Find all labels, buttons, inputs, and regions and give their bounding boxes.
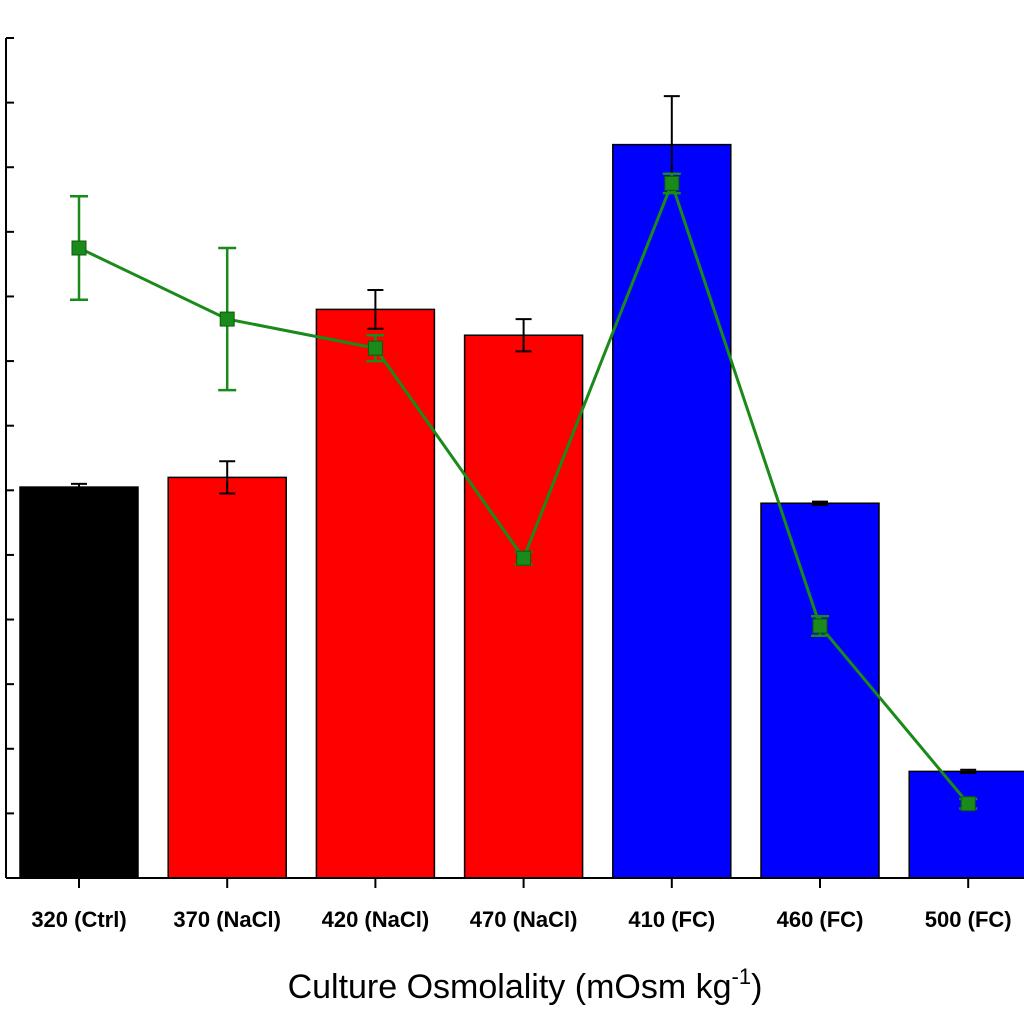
bar — [315, 308, 436, 879]
line-marker — [664, 175, 680, 191]
line-layer — [70, 172, 978, 812]
bar — [463, 334, 584, 879]
axes-layer — [5, 37, 1024, 888]
x-tick-label: 410 (FC) — [628, 907, 715, 932]
x-tick-label: 500 (FC) — [925, 907, 1012, 932]
x-axis-title: Culture Osmolality (mOsm kg-1) — [288, 964, 763, 1006]
bar — [612, 143, 732, 879]
line-marker — [516, 550, 532, 566]
labels-layer: 320 (Ctrl) 370 (NaCl) 420 (NaCl) 470 (NaCl)… — [31, 907, 1011, 932]
bar — [908, 770, 1024, 879]
x-axis-title-superscript: -1 — [732, 964, 752, 989]
x-tick-label: 320 (Ctrl) — [31, 907, 126, 932]
x-tick-label: 470 (NaCl) — [470, 907, 578, 932]
bar — [19, 486, 139, 879]
bar-error-bar — [71, 482, 87, 492]
line-marker — [71, 240, 87, 256]
x-axis-title-main: Culture Osmolality (mOsm kg — [288, 968, 732, 1006]
bar-error-bar — [812, 500, 828, 506]
bar-error-bar — [960, 768, 977, 774]
line-marker — [960, 796, 976, 812]
line-marker — [812, 618, 828, 634]
bar — [167, 476, 287, 879]
line-marker — [367, 340, 383, 356]
x-tick-label: 460 (FC) — [777, 907, 864, 932]
bar-error-bar — [219, 460, 236, 495]
bar — [760, 502, 880, 879]
line-marker — [219, 311, 235, 327]
bar-error-bar — [367, 289, 384, 330]
x-tick-label: 370 (NaCl) — [173, 907, 281, 932]
x-axis-title-suffix: ) — [751, 968, 762, 1006]
bar-error-bar — [515, 318, 532, 353]
x-tick-label: 420 (NaCl) — [322, 907, 430, 932]
bars-layer — [19, 143, 1024, 879]
